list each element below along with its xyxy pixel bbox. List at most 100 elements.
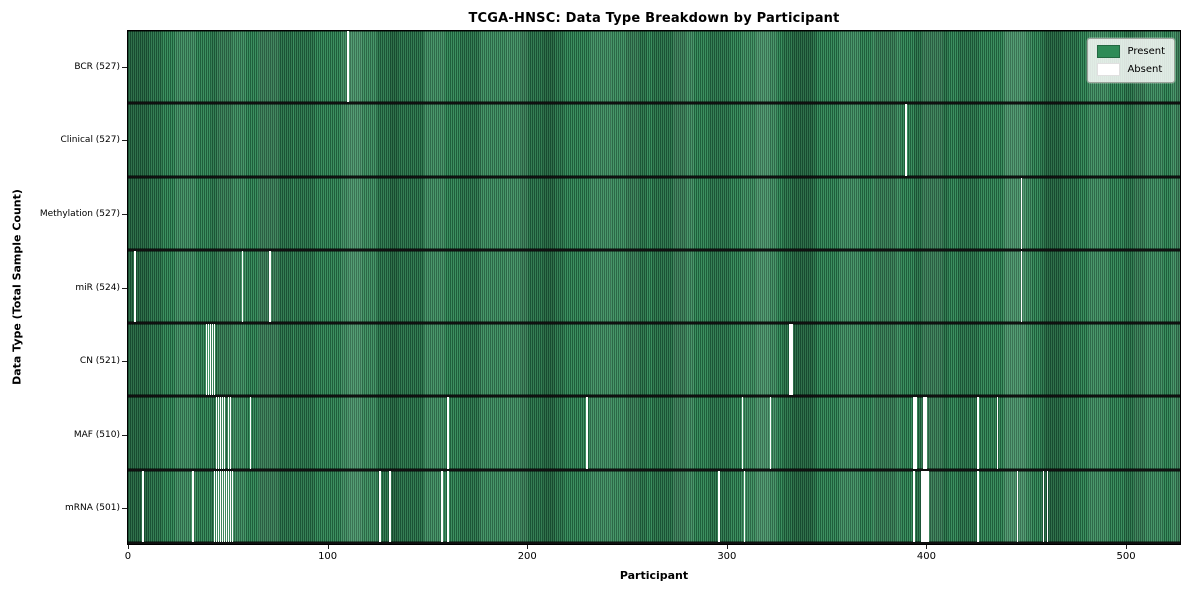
- row-methylation: [128, 177, 1180, 251]
- x-tick-mark: [926, 545, 928, 549]
- absent-stripe: [347, 31, 349, 103]
- absent-stripe: [217, 397, 220, 469]
- absent-stripe: [229, 470, 232, 542]
- y-tick-label-bcr: BCR (527): [74, 61, 120, 72]
- legend-item-present: Present: [1097, 45, 1165, 58]
- x-tick-label-500: 500: [1116, 551, 1136, 562]
- absent-stripe: [741, 397, 744, 469]
- absent-stripe: [926, 470, 929, 542]
- absent-stripe: [743, 470, 746, 542]
- absent-stripe: [207, 324, 210, 396]
- y-tick-label-cn: CN (521): [79, 356, 120, 367]
- absent-stripe: [446, 397, 449, 469]
- x-tick-label-300: 300: [717, 551, 737, 562]
- absent-stripe: [924, 470, 927, 542]
- x-tick-mark: [127, 545, 129, 549]
- absent-stripe: [922, 470, 925, 542]
- x-tick-label-400: 400: [916, 551, 937, 562]
- y-tick-mark: [122, 66, 127, 68]
- y-tick-label-mrna: mRNA (501): [65, 503, 120, 514]
- row-mrna: [128, 470, 1180, 544]
- absent-stripe: [213, 324, 216, 396]
- absent-stripe: [922, 397, 925, 469]
- absent-stripe: [924, 397, 927, 469]
- absent-stripe: [221, 470, 224, 542]
- absent-stripe: [217, 470, 220, 542]
- absent-stripe: [1046, 470, 1049, 542]
- absent-stripe: [219, 470, 222, 542]
- y-tick-mark: [122, 434, 127, 436]
- absent-stripe: [389, 470, 391, 542]
- row-maf: [128, 397, 1180, 471]
- x-tick-label-200: 200: [517, 551, 537, 562]
- absent-stripe: [915, 397, 917, 469]
- absent-stripe: [905, 104, 907, 176]
- absent-stripe: [241, 250, 244, 323]
- y-tick-label-mir: miR (524): [75, 282, 120, 293]
- chart-title: TCGA-HNSC: Data Type Breakdown by Partic…: [468, 11, 840, 26]
- absent-stripe: [141, 470, 144, 542]
- absent-stripe: [221, 397, 224, 469]
- y-tick-mark: [122, 508, 127, 510]
- absent-stripe: [223, 470, 226, 542]
- y-tick-mark: [122, 140, 127, 142]
- absent-stripe: [789, 324, 792, 396]
- x-tick-mark: [527, 545, 529, 549]
- absent-stripe: [717, 470, 720, 542]
- absent-stripe: [586, 397, 589, 469]
- absent-stripe: [976, 470, 979, 542]
- absent-stripe: [913, 470, 915, 542]
- absent-stripe: [133, 250, 136, 323]
- absent-stripe: [446, 470, 449, 542]
- absent-stripe: [913, 397, 915, 469]
- absent-stripe: [227, 397, 230, 469]
- row-mir: [128, 250, 1180, 325]
- absent-stripe: [1020, 177, 1023, 249]
- absent-stripe: [191, 470, 194, 542]
- x-tick-label-0: 0: [124, 551, 132, 562]
- present-swatch: [1097, 45, 1121, 58]
- x-tick-label-100: 100: [318, 551, 338, 562]
- absent-stripe: [205, 324, 208, 396]
- absent-stripe: [209, 324, 212, 396]
- x-tick-mark: [1126, 545, 1128, 549]
- absent-stripe: [225, 470, 228, 542]
- absent-stripe: [1020, 250, 1023, 323]
- x-axis-title: Participant: [619, 569, 689, 582]
- x-tick-mark: [327, 545, 329, 549]
- y-tick-label-clinical: Clinical (527): [60, 135, 120, 146]
- absent-stripe: [269, 250, 272, 323]
- plot-area: Present Absent: [127, 30, 1181, 545]
- absent-stripe: [219, 397, 222, 469]
- absent-stripe: [213, 470, 216, 542]
- row-bcr: [128, 31, 1180, 105]
- y-tick-label-methylation: Methylation (527): [39, 208, 120, 219]
- absent-stripe: [229, 397, 232, 469]
- row-cn: [128, 324, 1180, 398]
- absent-stripe: [440, 470, 443, 542]
- y-tick-mark: [122, 361, 127, 363]
- legend-item-absent: Absent: [1097, 63, 1165, 76]
- absent-stripe: [215, 397, 218, 469]
- absent-stripe: [1016, 470, 1019, 542]
- absent-stripe: [1042, 470, 1045, 542]
- legend: Present Absent: [1087, 38, 1175, 83]
- y-tick-mark: [122, 287, 127, 289]
- absent-stripe: [996, 397, 999, 469]
- absent-stripe: [227, 470, 230, 542]
- absent-swatch: [1097, 63, 1121, 76]
- x-tick-mark: [726, 545, 728, 549]
- absent-stripe: [976, 397, 979, 469]
- y-tick-mark: [122, 213, 127, 215]
- absent-stripe: [920, 470, 923, 542]
- absent-stripe: [231, 470, 234, 542]
- row-clinical: [128, 104, 1180, 178]
- absent-stripe: [379, 470, 381, 542]
- absent-stripe: [211, 324, 214, 396]
- absent-stripe: [769, 397, 772, 469]
- absent-stripe: [215, 470, 218, 542]
- legend-label-absent: Absent: [1127, 64, 1163, 75]
- y-tick-label-maf: MAF (510): [73, 429, 120, 440]
- absent-stripe: [223, 397, 226, 469]
